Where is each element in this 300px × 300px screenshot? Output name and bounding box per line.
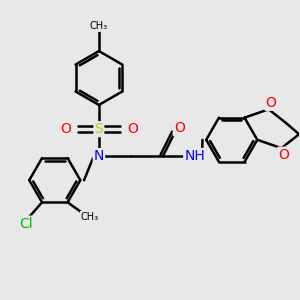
Text: NH: NH (184, 149, 205, 163)
Text: S: S (94, 122, 103, 136)
Text: O: O (60, 122, 71, 136)
Text: O: O (174, 121, 185, 135)
Text: O: O (127, 122, 138, 136)
Text: N: N (94, 149, 104, 163)
Text: CH₃: CH₃ (90, 21, 108, 31)
Text: O: O (266, 96, 276, 110)
Text: O: O (278, 148, 289, 162)
Text: CH₃: CH₃ (81, 212, 99, 222)
Text: Cl: Cl (19, 217, 33, 231)
